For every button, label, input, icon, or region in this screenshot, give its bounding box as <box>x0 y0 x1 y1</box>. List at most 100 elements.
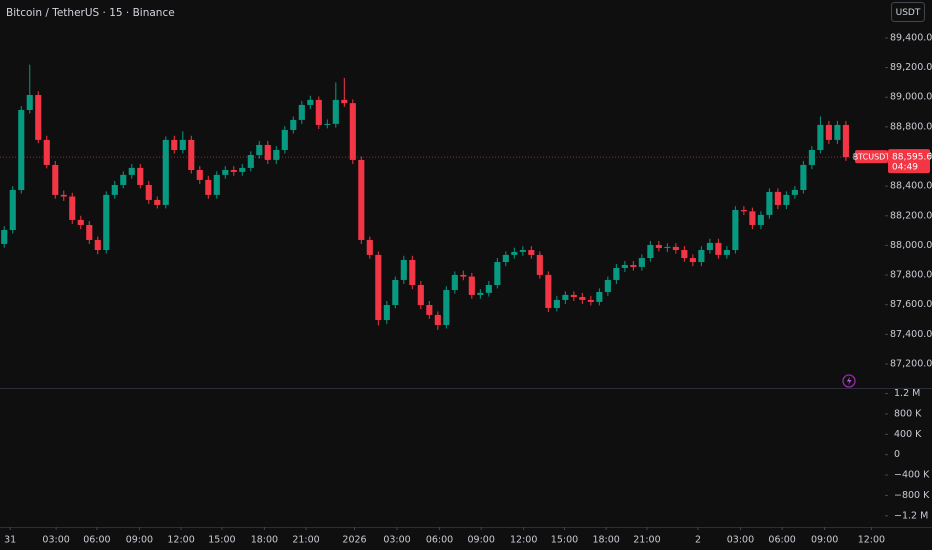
candle-body <box>434 314 441 326</box>
candle-body <box>494 262 501 285</box>
candle-body <box>528 250 535 255</box>
candle-body <box>502 254 509 263</box>
candle-body <box>375 254 382 320</box>
candle-body <box>672 246 679 251</box>
x-tick-label: 21:00 <box>633 535 660 546</box>
volume-tick-label: −400 K <box>894 470 930 481</box>
candle-body <box>332 99 339 124</box>
x-tick-label: 2026 <box>342 535 366 546</box>
candle-body <box>188 139 195 170</box>
candle-body <box>621 264 628 268</box>
x-tick-label: 06:00 <box>83 535 110 546</box>
candle-body <box>774 191 781 205</box>
candle-body <box>766 191 773 215</box>
volume-tick-label: 0 <box>894 449 900 460</box>
candle-body <box>468 276 475 295</box>
candle-body <box>392 279 399 306</box>
last-price-box <box>888 149 930 174</box>
candle-body <box>485 284 492 293</box>
x-tick-label: 06:00 <box>768 535 795 546</box>
candle-body <box>154 199 161 205</box>
x-tick-label: 15:00 <box>551 535 578 546</box>
x-tick-label: 21:00 <box>292 535 319 546</box>
candle-body <box>417 284 424 306</box>
icon-bolt[interactable] <box>846 376 852 386</box>
candle-body <box>171 139 178 150</box>
candle-body <box>69 196 76 220</box>
candle-body <box>613 267 620 280</box>
candle-body <box>26 94 33 110</box>
candle-body <box>349 103 356 160</box>
x-tick-label: 31 <box>4 535 16 546</box>
candle-body <box>647 244 654 259</box>
currency-button[interactable] <box>891 2 925 22</box>
candle-body <box>128 167 135 175</box>
plot: 87,200.00 87,400.00 87,600.00 87,800.00 88,0… <box>0 32 932 546</box>
y-tick-label: 88,000.00 <box>890 240 932 251</box>
candle-body <box>256 144 263 156</box>
candle-body <box>60 194 67 197</box>
candle-body <box>409 259 416 285</box>
candle-body <box>689 258 696 263</box>
candle-body <box>451 274 458 291</box>
y-tick-label: 89,200.00 <box>890 62 932 73</box>
symbol-tag-box <box>855 150 888 164</box>
icon-circle[interactable] <box>842 374 856 388</box>
candle-body <box>570 294 577 298</box>
symbol-tag: BTCUSDT <box>853 153 891 162</box>
candle-body <box>604 279 611 292</box>
x-tick-label: 12:00 <box>167 535 194 546</box>
candle-body <box>103 194 110 251</box>
candle-body <box>222 169 229 175</box>
candle-body <box>698 250 705 263</box>
candle-body <box>179 139 186 150</box>
candle-body <box>247 155 254 168</box>
candle-body <box>630 264 637 267</box>
candle-body <box>842 124 849 158</box>
candle-body <box>740 210 747 212</box>
candle-body <box>562 294 569 300</box>
candle-body <box>596 291 603 302</box>
candle-body <box>715 242 722 255</box>
currency-button-label[interactable]: USDT <box>896 8 921 18</box>
candle-body <box>77 219 84 225</box>
candle-body <box>290 119 297 130</box>
candle-body <box>358 159 365 240</box>
candle-body <box>834 124 841 140</box>
candle-body <box>536 254 543 275</box>
volume-tick-label: 1.2 M <box>894 388 920 399</box>
lightning-icon[interactable] <box>842 374 856 388</box>
candle-body <box>213 174 220 195</box>
x-tick-label: 18:00 <box>592 535 619 546</box>
candle-body <box>732 210 739 251</box>
candle-body <box>273 149 280 160</box>
candle-body <box>553 299 560 308</box>
y-tick-label: 88,400.00 <box>890 181 932 192</box>
candle-body <box>196 169 203 180</box>
y-tick-label: 88,800.00 <box>890 121 932 132</box>
candle-body <box>9 189 16 231</box>
candle-body <box>43 139 50 165</box>
candle-body <box>137 167 144 185</box>
candle-body <box>655 244 662 248</box>
candle-body <box>443 290 450 326</box>
y-tick-label: 87,600.00 <box>890 299 932 310</box>
candle-body <box>426 305 433 315</box>
candle-body <box>52 164 59 195</box>
candle-body <box>120 174 127 185</box>
candle-body <box>400 259 407 280</box>
candle-body <box>587 299 594 302</box>
countdown: 04:49 <box>892 163 918 173</box>
candle-body <box>800 164 807 190</box>
candle-body <box>230 169 237 172</box>
candle-body <box>723 250 730 255</box>
candle-body <box>791 189 798 195</box>
candle-body <box>145 184 152 200</box>
candle-body <box>307 99 314 105</box>
candle-body <box>817 124 824 150</box>
candle-body <box>315 99 322 125</box>
last-price-label: 88,595.69 <box>892 153 932 163</box>
candle-body <box>825 124 832 140</box>
x-tick-label: 18:00 <box>251 535 278 546</box>
